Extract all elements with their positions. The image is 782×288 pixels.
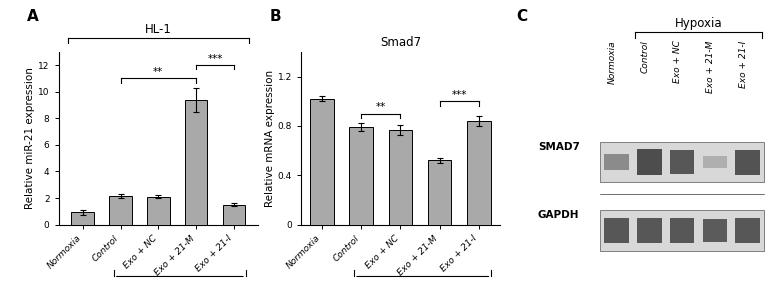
Bar: [350, 127, 373, 225]
Y-axis label: Relative mRNA expression: Relative mRNA expression: [265, 70, 275, 207]
Text: ***: ***: [207, 54, 223, 64]
Bar: [601, 142, 764, 182]
Bar: [637, 149, 662, 175]
Text: Exo + 21-I: Exo + 21-I: [739, 40, 748, 88]
Bar: [604, 218, 629, 243]
Bar: [735, 150, 760, 175]
Text: HL-1: HL-1: [145, 23, 172, 36]
Text: GAPDH: GAPDH: [538, 210, 579, 220]
Text: C: C: [516, 9, 527, 24]
Bar: [147, 197, 170, 225]
Bar: [71, 213, 94, 225]
Bar: [670, 218, 694, 243]
Title: Smad7: Smad7: [380, 36, 421, 49]
Bar: [703, 156, 727, 168]
Text: B: B: [270, 9, 282, 24]
Bar: [637, 218, 662, 243]
Text: **: **: [375, 102, 386, 112]
Bar: [604, 154, 629, 170]
Text: Normoxia: Normoxia: [608, 40, 617, 84]
Text: Hypoxia: Hypoxia: [675, 17, 723, 30]
Text: ***: ***: [451, 90, 467, 100]
Bar: [185, 100, 207, 225]
Bar: [389, 130, 412, 225]
Bar: [109, 196, 132, 225]
Bar: [223, 205, 246, 225]
Bar: [703, 219, 727, 242]
Bar: [467, 121, 490, 225]
Bar: [428, 160, 451, 225]
Text: Control: Control: [640, 40, 649, 73]
Bar: [601, 210, 764, 251]
Bar: [735, 218, 760, 243]
Text: Exo + 21-M: Exo + 21-M: [706, 40, 715, 93]
Bar: [670, 150, 694, 174]
Text: **: **: [153, 67, 163, 77]
Text: Exo + NC: Exo + NC: [673, 40, 682, 83]
Bar: [310, 99, 334, 225]
Text: SMAD7: SMAD7: [538, 142, 579, 152]
Y-axis label: Relative miR-21 expression: Relative miR-21 expression: [25, 67, 35, 209]
Text: A: A: [27, 9, 39, 24]
